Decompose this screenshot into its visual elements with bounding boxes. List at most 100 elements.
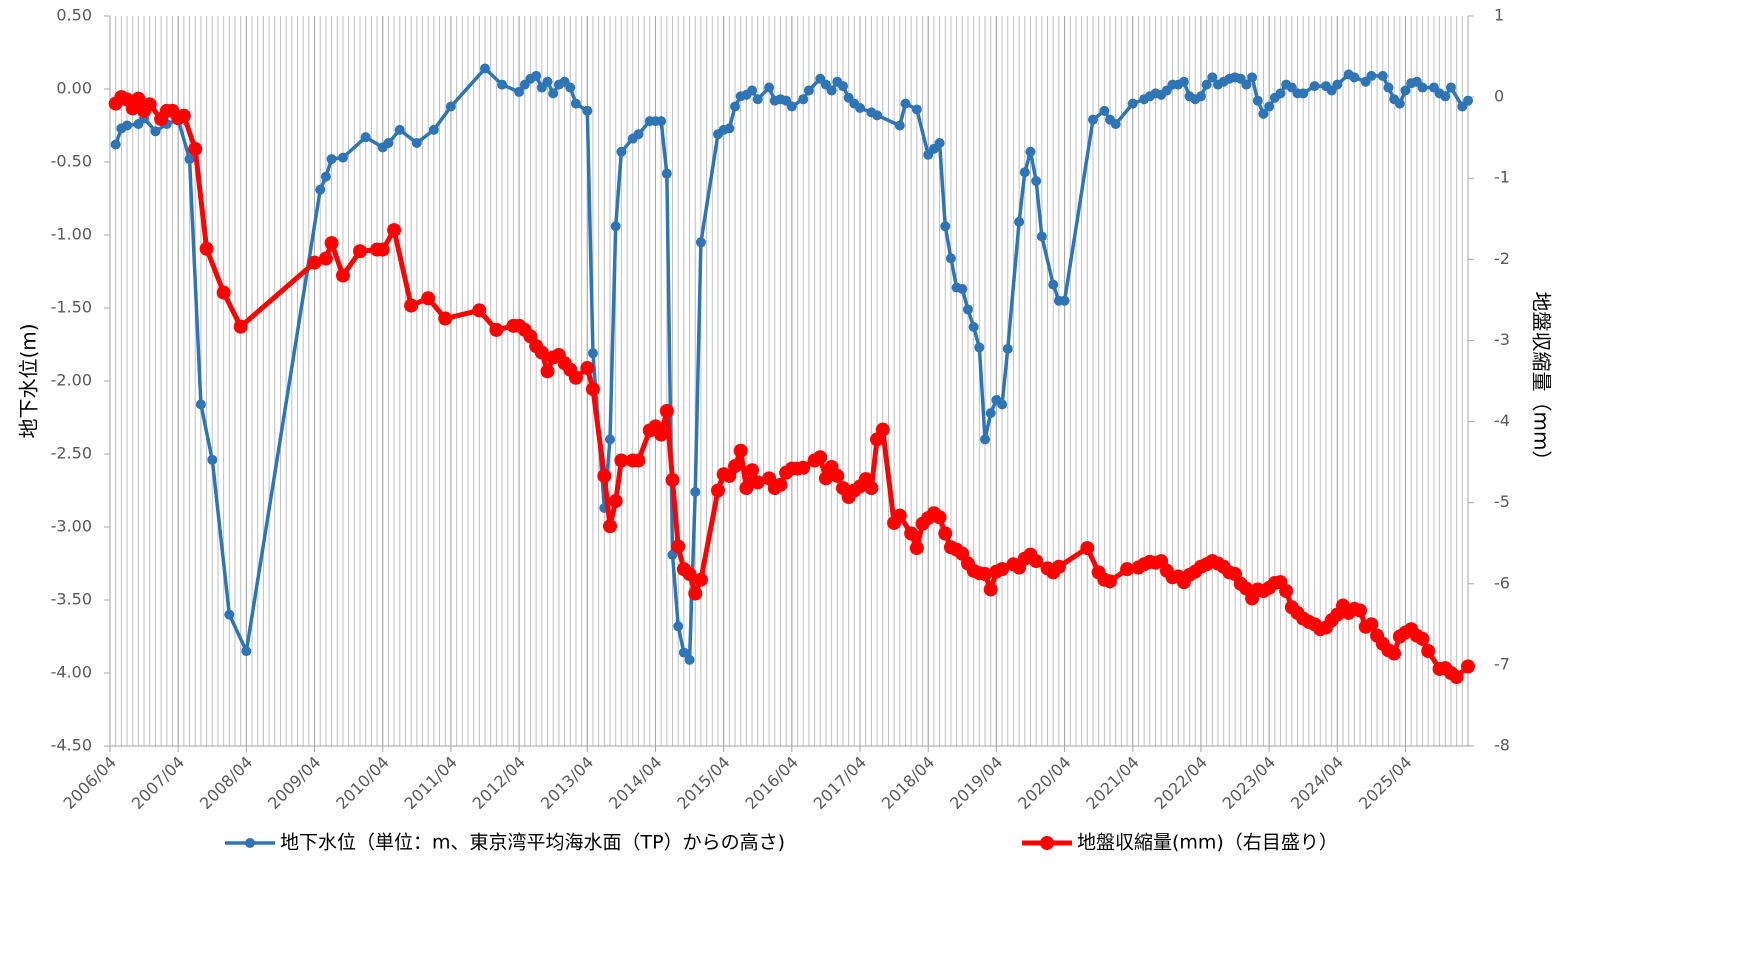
point (582, 105, 593, 116)
point (739, 481, 754, 496)
point (224, 609, 235, 620)
point (1195, 91, 1206, 102)
point (570, 98, 581, 109)
x-tick-label: 2010/04 (332, 753, 392, 813)
point (1127, 98, 1138, 109)
legend-marker (245, 838, 255, 848)
point (233, 319, 248, 334)
point (315, 184, 326, 195)
point (934, 138, 945, 149)
point (324, 236, 339, 251)
point (150, 126, 161, 137)
point (394, 124, 405, 135)
point (404, 298, 419, 313)
point (900, 98, 911, 109)
y-tick-label: 0.00 (56, 79, 92, 98)
point (1241, 79, 1252, 90)
point (1387, 646, 1402, 661)
y2-axis-title: 地盤収縮量（mm） (1530, 292, 1554, 471)
point (480, 63, 491, 74)
point (1207, 72, 1218, 83)
y-tick-label: -2.50 (51, 444, 92, 463)
point (631, 453, 646, 468)
point (813, 450, 828, 465)
point (1264, 101, 1275, 112)
point (1247, 72, 1258, 83)
point (1383, 82, 1394, 93)
point (1400, 85, 1411, 96)
y2-tick-label: -3 (1494, 330, 1510, 349)
point (693, 572, 708, 587)
point (1298, 88, 1309, 99)
point (1366, 70, 1377, 81)
point (773, 477, 788, 492)
point (531, 70, 542, 81)
point (837, 81, 848, 92)
point (337, 152, 348, 163)
point (1029, 554, 1044, 569)
point (534, 345, 549, 360)
point (710, 483, 725, 498)
y-tick-label: -4.00 (51, 663, 92, 682)
point (830, 468, 845, 483)
point (656, 116, 667, 127)
x-tick-label: 2007/04 (128, 753, 188, 813)
point (195, 399, 206, 410)
point (1275, 88, 1286, 99)
point (1103, 574, 1118, 589)
x-tick-label: 2022/04 (1151, 753, 1211, 813)
point (548, 88, 559, 99)
y2-tick-label: 1 (1494, 6, 1504, 25)
point (752, 94, 763, 105)
point (932, 510, 947, 525)
x-tick-label: 2009/04 (264, 753, 324, 813)
point (1353, 603, 1368, 618)
point (1394, 98, 1405, 109)
point (1417, 82, 1428, 93)
point (597, 468, 612, 483)
point (1415, 631, 1430, 646)
point (985, 408, 996, 419)
point (1059, 295, 1070, 306)
y2-tick-label: -7 (1494, 654, 1510, 673)
point (733, 443, 748, 458)
point (207, 454, 218, 465)
point (176, 108, 191, 123)
point (472, 303, 487, 318)
point (682, 567, 697, 582)
point (690, 486, 701, 497)
point (307, 255, 322, 270)
point (1099, 105, 1110, 116)
point (514, 86, 525, 97)
point (938, 526, 953, 541)
point (661, 168, 672, 179)
point (875, 422, 890, 437)
point (1019, 167, 1030, 178)
point (428, 124, 439, 135)
x-tick-label: 2014/04 (605, 753, 665, 813)
point (654, 427, 669, 442)
point (1279, 584, 1294, 599)
point (665, 472, 680, 487)
point (671, 539, 686, 554)
point (911, 104, 922, 115)
x-tick-label: 2006/04 (60, 753, 120, 813)
point (387, 223, 402, 238)
point (957, 284, 968, 295)
point (184, 154, 195, 165)
point (997, 399, 1008, 410)
point (199, 241, 214, 256)
x-tick-label: 2018/04 (878, 753, 938, 813)
point (489, 322, 504, 337)
point (610, 221, 621, 232)
y2-tick-label: -8 (1494, 736, 1510, 755)
point (326, 154, 337, 165)
point (1421, 644, 1436, 659)
y-tick-label: -4.50 (51, 736, 92, 755)
point (497, 79, 508, 90)
point (445, 101, 456, 112)
x-tick-label: 2023/04 (1219, 753, 1279, 813)
y-axis-title: 地下水位(m) (17, 323, 41, 438)
point (864, 481, 879, 496)
